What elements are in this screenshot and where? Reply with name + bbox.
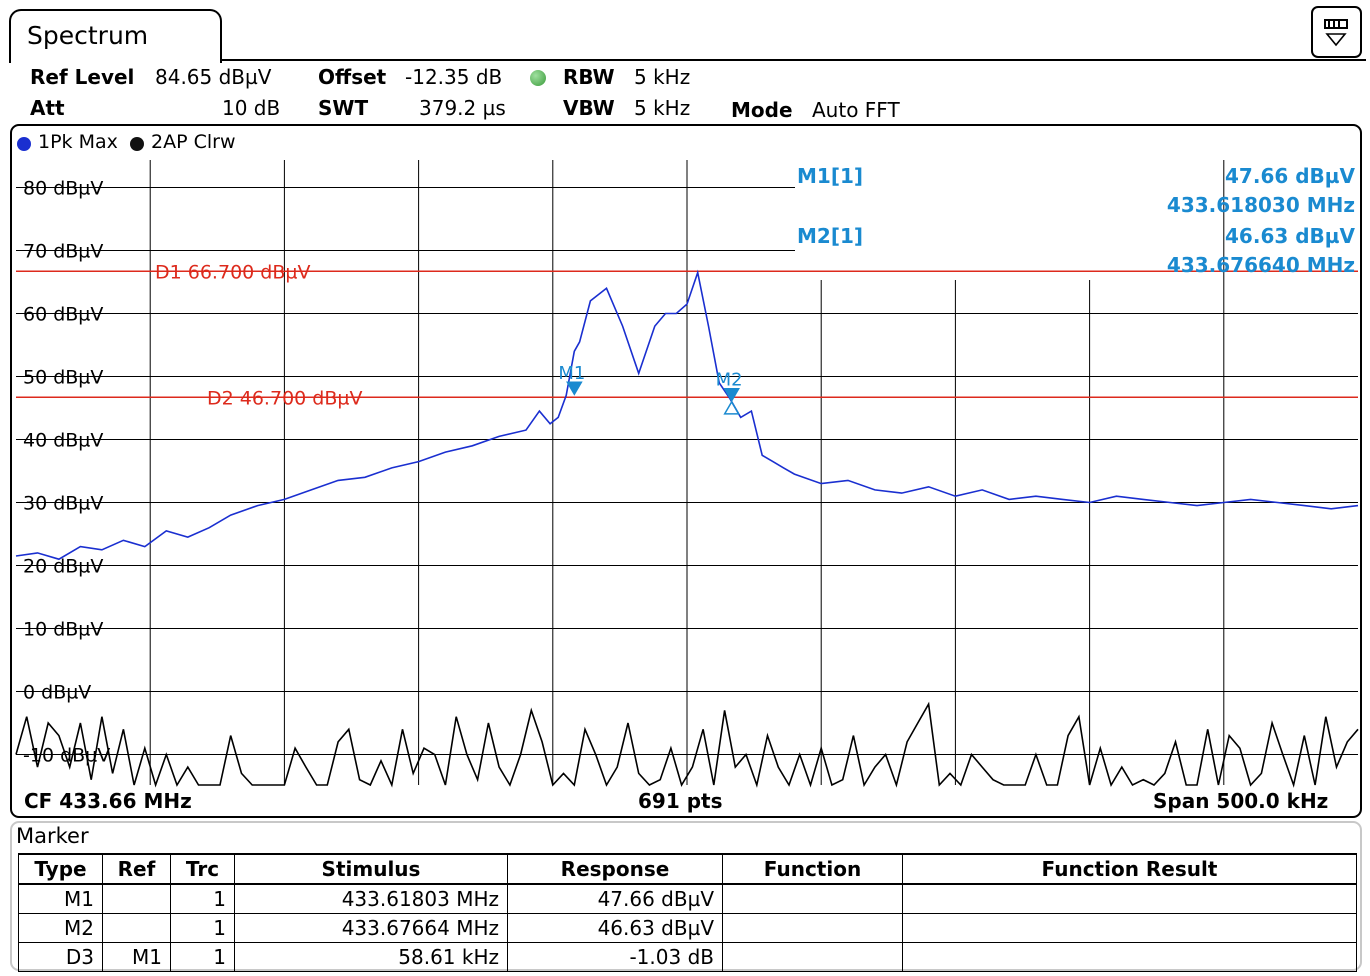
y-tick-label: 80 dBµV — [23, 178, 103, 200]
marker-table-title: Marker — [16, 824, 89, 848]
cell-function — [722, 942, 903, 972]
diagram-frame — [10, 124, 1362, 818]
marker-m2 — [723, 387, 740, 403]
trace-1-line — [15, 269, 1359, 561]
col-type: Type — [18, 853, 103, 885]
cell-stimulus: 433.67664 MHz — [234, 913, 508, 943]
y-tick-label: 50 dBµV — [23, 367, 103, 389]
marker-label: M2 — [716, 370, 743, 391]
cell-ref — [102, 883, 171, 914]
col-trc: Trc — [170, 853, 235, 885]
marker-readout-frequency: 433.676640 MHz — [1167, 253, 1355, 277]
cell-stimulus: 433.61803 MHz — [234, 883, 508, 914]
trace-2-line — [15, 701, 1359, 788]
cell-stimulus: 58.61 kHz — [234, 942, 508, 972]
vbw-value: 5 kHz — [634, 96, 691, 120]
y-tick-label: 30 dBµV — [23, 493, 103, 515]
cell-response: -1.03 dB — [507, 942, 723, 972]
marker-readout-level: 47.66 dBµV — [1225, 164, 1356, 188]
offset-label: Offset — [318, 65, 387, 89]
cell-ref — [102, 913, 171, 943]
ref-level-label: Ref Level — [30, 65, 135, 89]
marker-readout-frequency: 433.618030 MHz — [1167, 193, 1355, 217]
cell-type: D3 — [18, 942, 103, 972]
col-function: Function — [722, 853, 903, 885]
status-led-icon — [530, 70, 546, 86]
center-frequency: CF 433.66 MHz — [24, 789, 192, 813]
marker-m1 — [566, 381, 583, 396]
marker-table: Type Ref Trc Stimulus Response Function … — [18, 853, 1357, 972]
col-stimulus: Stimulus — [234, 853, 508, 885]
vbw-label: VBW — [563, 96, 615, 120]
cell-function-result — [902, 942, 1357, 972]
cell-ref: M1 — [102, 942, 171, 972]
y-tick-label: 40 dBµV — [23, 430, 103, 452]
att-label: Att — [30, 96, 65, 120]
offset-value: -12.35 dB — [405, 65, 503, 89]
y-tick-label: 0 dBµV — [23, 682, 91, 704]
trace1-label: 1Pk Max — [38, 131, 118, 153]
display-line-label: D1 66.700 dBµV — [155, 261, 310, 283]
rbw-value: 5 kHz — [634, 65, 691, 89]
col-function-result: Function Result — [902, 853, 1357, 885]
rbw-label: RBW — [563, 65, 615, 89]
tab-title: Spectrum — [27, 21, 149, 50]
cell-function-result — [902, 913, 1357, 943]
view-menu-button[interactable] — [1311, 6, 1362, 58]
tab-spectrum[interactable]: Spectrum — [9, 9, 222, 63]
sweep-points: 691 pts — [638, 789, 723, 813]
marker-readout-level: 46.63 dBµV — [1225, 224, 1356, 248]
table-row[interactable]: D3 M1 1 58.61 kHz -1.03 dB — [18, 942, 1357, 972]
trace2-label: 2AP Clrw — [151, 131, 236, 153]
marker-readout-label: M1[1] — [797, 164, 863, 188]
display-menu-icon — [1324, 19, 1348, 47]
swt-label: SWT — [318, 96, 369, 120]
span-value: Span 500.0 kHz — [1153, 789, 1329, 813]
y-tick-label: 70 dBµV — [23, 241, 103, 263]
tab-underline — [220, 59, 1366, 61]
att-value: 10 dB — [222, 96, 281, 120]
col-response: Response — [507, 853, 723, 885]
cell-function — [722, 883, 903, 914]
display-line-label: D2 46.700 dBµV — [207, 387, 362, 409]
table-row[interactable]: M1 1 433.61803 MHz 47.66 dBµV — [18, 883, 1357, 914]
trace2-color-icon — [130, 137, 144, 151]
swt-value: 379.2 µs — [419, 96, 506, 120]
cell-function — [722, 913, 903, 943]
mode-value: Auto FFT — [812, 98, 900, 122]
y-tick-label: 10 dBµV — [23, 619, 103, 641]
cell-response: 46.63 dBµV — [507, 913, 723, 943]
marker-d3 — [723, 400, 740, 415]
cell-type: M1 — [18, 883, 103, 914]
cell-trc: 1 — [170, 883, 235, 914]
y-tick-label: 60 dBµV — [23, 304, 103, 326]
mode-label: Mode — [731, 98, 793, 122]
y-tick-label: 20 dBµV — [23, 556, 103, 578]
cell-function-result — [902, 883, 1357, 914]
cell-response: 47.66 dBµV — [507, 883, 723, 914]
cell-trc: 1 — [170, 942, 235, 972]
marker-readout-label: M2[1] — [797, 224, 863, 248]
col-ref: Ref — [102, 853, 171, 885]
cell-trc: 1 — [170, 913, 235, 943]
marker-label: M1 — [558, 363, 585, 384]
ref-level-value: 84.65 dBµV — [155, 65, 272, 89]
table-row[interactable]: M2 1 433.67664 MHz 46.63 dBµV — [18, 913, 1357, 943]
trace1-color-icon — [17, 137, 31, 151]
cell-type: M2 — [18, 913, 103, 943]
